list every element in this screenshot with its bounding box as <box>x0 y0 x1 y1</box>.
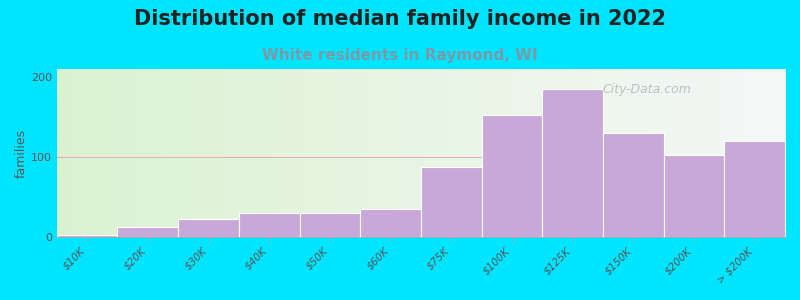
Bar <box>421 167 482 237</box>
Text: City-Data.com: City-Data.com <box>603 82 692 96</box>
Bar <box>178 219 239 237</box>
Bar <box>542 89 603 237</box>
Bar <box>57 235 118 237</box>
Bar <box>664 155 724 237</box>
Y-axis label: families: families <box>15 128 28 178</box>
Text: Distribution of median family income in 2022: Distribution of median family income in … <box>134 9 666 29</box>
Bar <box>603 133 664 237</box>
Bar <box>724 141 785 237</box>
Text: White residents in Raymond, WI: White residents in Raymond, WI <box>262 48 538 63</box>
Bar <box>360 209 421 237</box>
Bar <box>118 226 178 237</box>
Bar <box>299 213 360 237</box>
Bar <box>482 116 542 237</box>
Bar <box>239 213 299 237</box>
